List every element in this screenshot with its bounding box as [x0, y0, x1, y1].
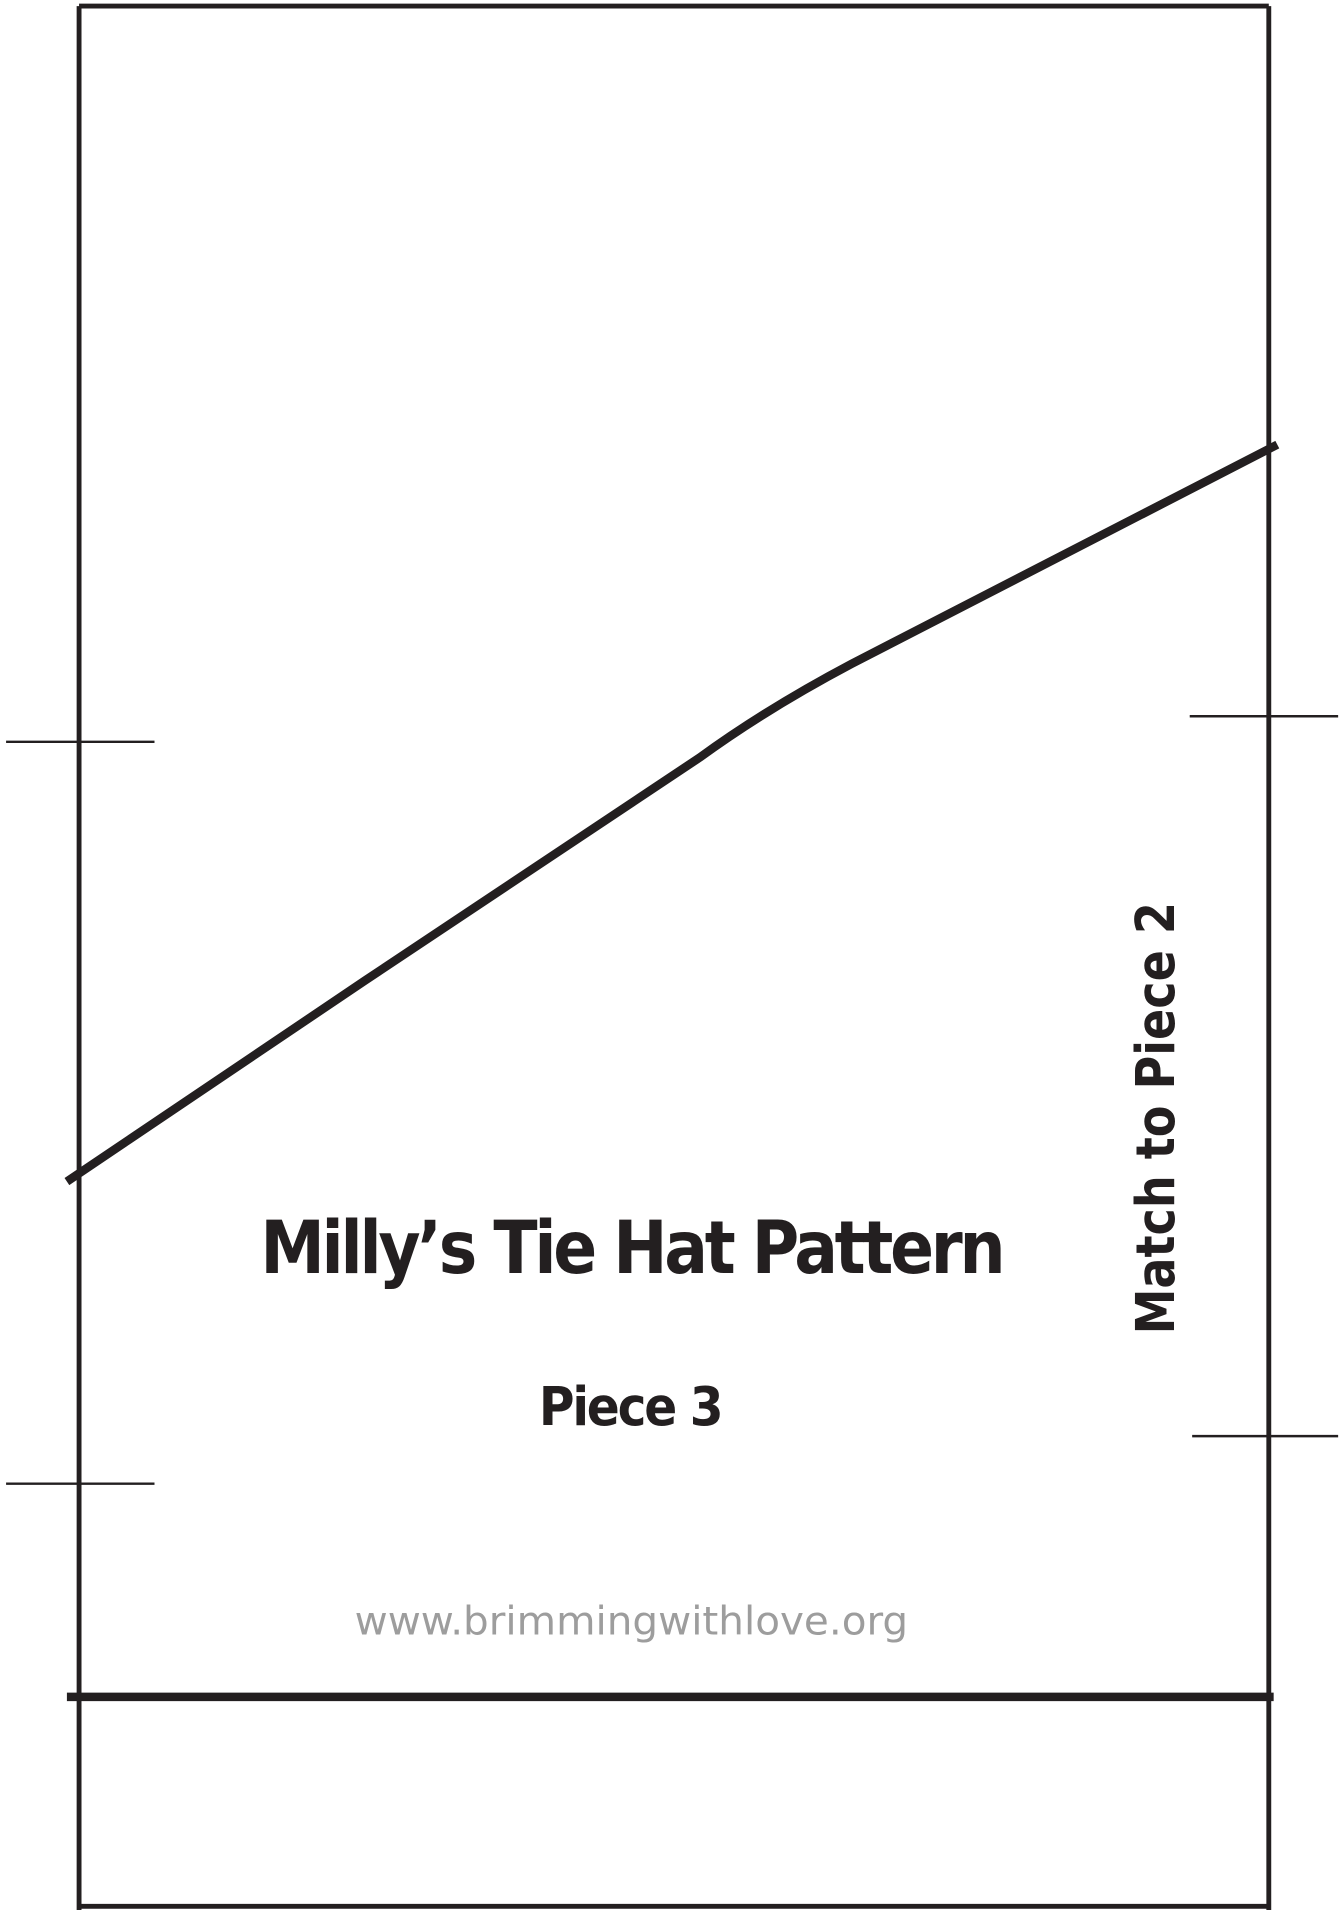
- title: Milly’s Tie Hat Pattern: [260, 1206, 1002, 1291]
- cut-curve: [64, 440, 1280, 1186]
- side-label: Match to Piece 2: [1124, 902, 1187, 1334]
- piece-label: Piece 3: [539, 1375, 721, 1438]
- website: www.brimmingwithlove.org: [355, 1600, 909, 1645]
